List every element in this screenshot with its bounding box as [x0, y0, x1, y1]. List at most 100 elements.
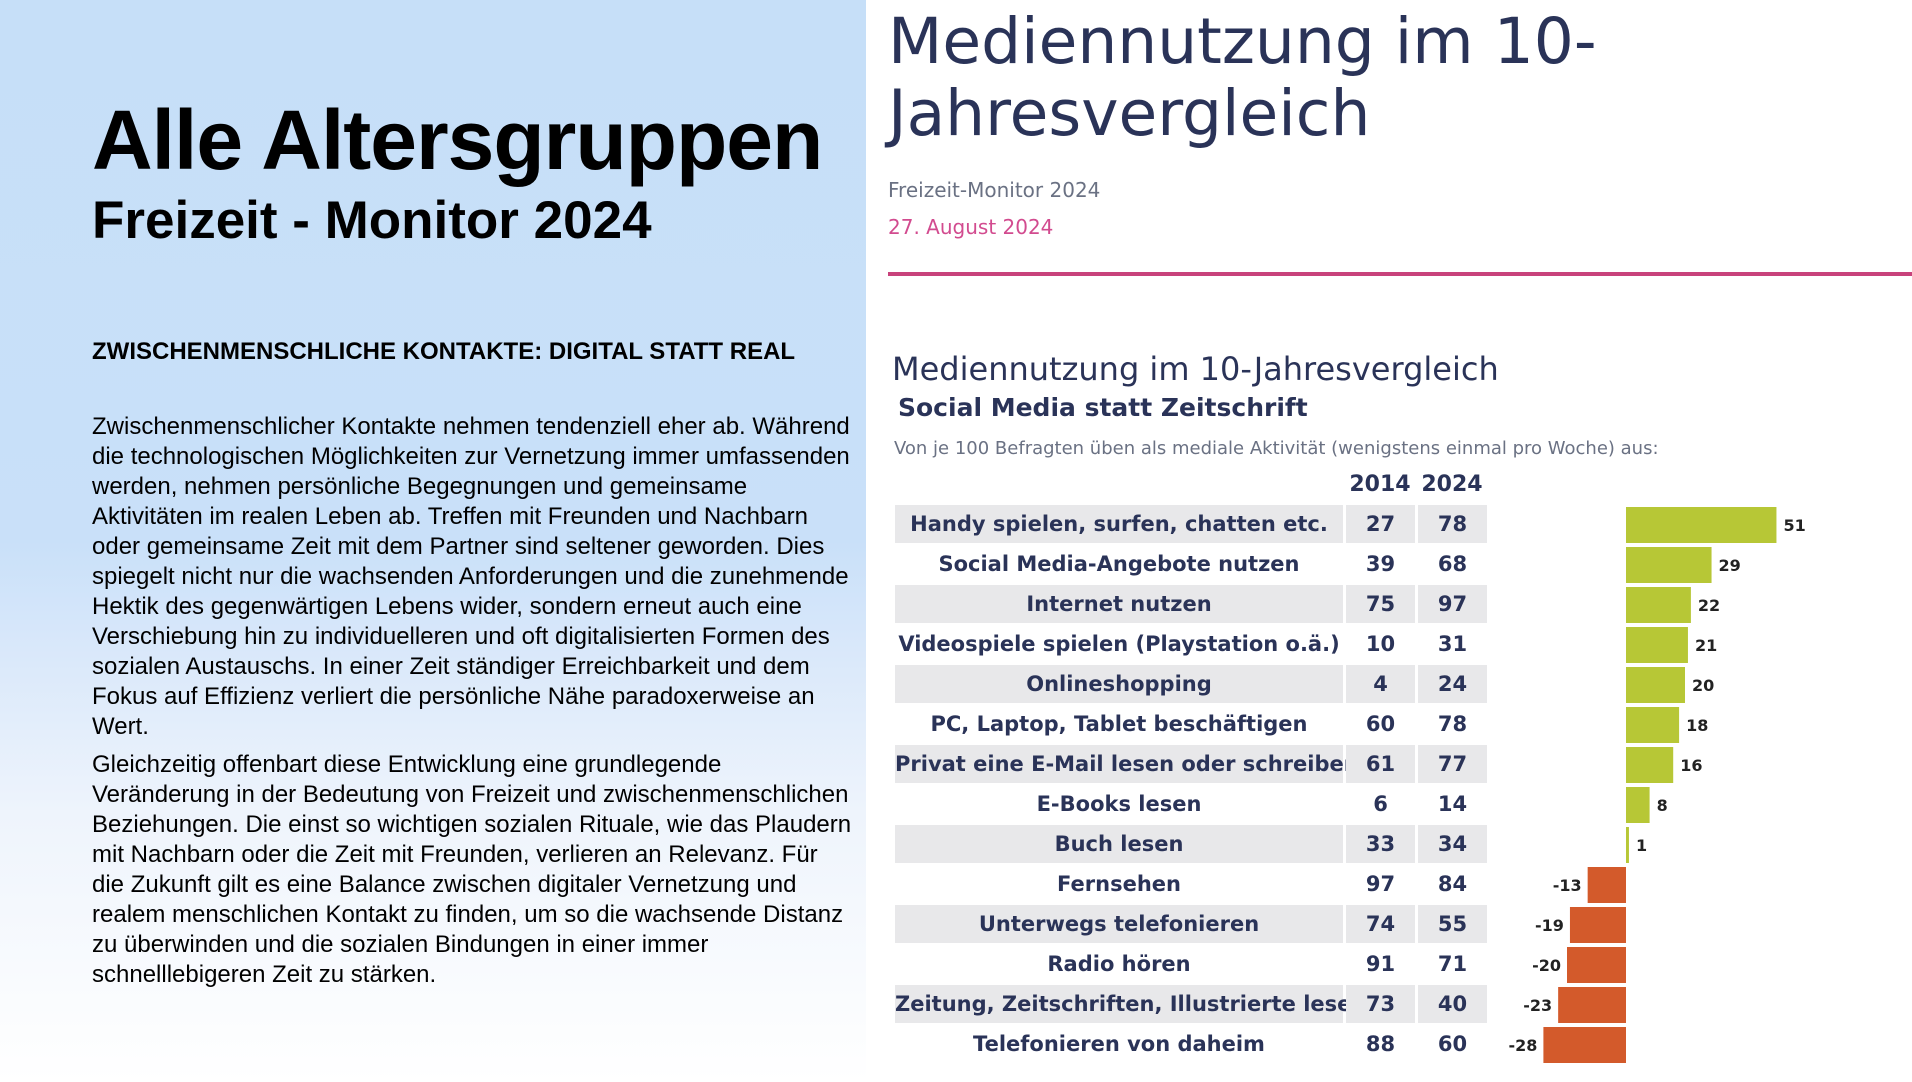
row-label: Zeitung, Zeitschriften, Illustrierte les… [895, 985, 1366, 1023]
table-row: E-Books lesen 6 14 [895, 785, 1487, 823]
change-bar-chart: 51 29 22 21 20 18 16 8 1 -13 -19 -20 -23 -28 [1508, 507, 1806, 1063]
value-2024: 24 [1418, 665, 1487, 703]
table-row: Handy spielen, surfen, chatten etc. 27 78 [895, 505, 1487, 543]
date-label: 27. August 2024 [888, 215, 1054, 239]
value-2024: 84 [1437, 872, 1468, 896]
change-bar [1626, 507, 1777, 543]
value-2024: 60 [1437, 1032, 1468, 1056]
change-bar [1626, 747, 1674, 783]
change-label: 18 [1686, 716, 1708, 735]
value-2024: 68 [1437, 552, 1468, 576]
value-2014: 39 [1365, 552, 1396, 576]
value-2024: 34 [1418, 825, 1487, 863]
table-row: Onlineshopping 4 24 [895, 665, 1487, 703]
change-bar [1587, 867, 1626, 903]
table-row: Zeitung, Zeitschriften, Illustrierte les… [895, 985, 1487, 1023]
row-label: Videospiele spielen (Playstation o.ä.) [898, 632, 1340, 656]
data-table: Handy spielen, surfen, chatten etc. 27 78 S… [895, 505, 1487, 1065]
row-label: Onlineshopping [895, 665, 1343, 703]
row-label: Fernsehen [1057, 872, 1181, 896]
table-row: Videospiele spielen (Playstation o.ä.) 10… [895, 625, 1487, 663]
left-panel: Alle Altersgruppen Freizeit - Monitor 20… [0, 0, 866, 1082]
table-row: Radio hören 91 71 [895, 945, 1487, 983]
change-bar [1569, 907, 1626, 943]
change-bar [1558, 987, 1626, 1023]
value-2014: 6 [1373, 792, 1388, 816]
column-header-2024: 2024 [1421, 472, 1483, 497]
change-label: 21 [1695, 636, 1717, 655]
chart-note: Von je 100 Befragten üben als mediale Ak… [894, 438, 1659, 459]
change-label: -19 [1535, 916, 1564, 935]
value-2024: 40 [1418, 985, 1487, 1023]
value-2014: 60 [1365, 712, 1396, 736]
table-row: Social Media-Angebote nutzen 39 68 [895, 545, 1487, 583]
change-label: -20 [1532, 956, 1561, 975]
change-bar [1626, 587, 1691, 623]
change-label: 20 [1692, 676, 1714, 695]
chart-title: Mediennutzung im 10-Jahresvergleich [892, 350, 1499, 388]
divider-rule [888, 272, 1912, 276]
table-row: PC, Laptop, Tablet beschäftigen 60 78 [895, 705, 1487, 743]
row-label: PC, Laptop, Tablet beschäftigen [930, 712, 1308, 736]
change-label: 51 [1783, 516, 1805, 535]
value-2024: 71 [1437, 952, 1468, 976]
row-label: Telefonieren von daheim [973, 1032, 1265, 1056]
row-label: Privat eine E-Mail lesen oder schreiben [895, 745, 1359, 783]
value-2024: 78 [1418, 505, 1487, 543]
value-2024: 77 [1418, 745, 1487, 783]
value-2024: 97 [1418, 585, 1487, 623]
change-label: 8 [1657, 796, 1668, 815]
row-label: Buch lesen [895, 825, 1343, 863]
change-label: -23 [1523, 996, 1552, 1015]
column-header-2014: 2014 [1349, 472, 1411, 497]
value-2024: 55 [1418, 905, 1487, 943]
body-paragraph-1: Zwischenmenschlicher Kontakte nehmen ten… [92, 413, 850, 740]
value-2024: 14 [1437, 792, 1468, 816]
row-label: E-Books lesen [1036, 792, 1202, 816]
change-bar [1626, 707, 1680, 743]
change-label: -28 [1508, 1036, 1537, 1055]
change-bar [1626, 827, 1629, 863]
value-2014: 27 [1346, 505, 1415, 543]
change-bar [1626, 667, 1685, 703]
change-label: 22 [1698, 596, 1720, 615]
value-2014: 10 [1365, 632, 1396, 656]
value-2024: 31 [1437, 632, 1468, 656]
table-row: Buch lesen 33 34 [895, 825, 1487, 863]
value-2014: 91 [1365, 952, 1396, 976]
row-label: Handy spielen, surfen, chatten etc. [895, 505, 1343, 543]
change-label: 16 [1680, 756, 1702, 775]
table-row: Internet nutzen 75 97 [895, 585, 1487, 623]
value-2014: 4 [1346, 665, 1415, 703]
change-bar [1626, 547, 1712, 583]
change-bar [1626, 627, 1688, 663]
source-label: Freizeit-Monitor 2024 [888, 178, 1101, 202]
value-2014: 75 [1346, 585, 1415, 623]
table-row: Fernsehen 97 84 [895, 865, 1487, 903]
table-row: Privat eine E-Mail lesen oder schreiben 6… [895, 745, 1487, 783]
page-title: Alle Altersgruppen [92, 93, 823, 187]
page-subtitle: Freizeit - Monitor 2024 [92, 191, 652, 250]
change-label: 1 [1636, 836, 1647, 855]
change-bar [1567, 947, 1626, 983]
row-label: Social Media-Angebote nutzen [938, 552, 1300, 576]
change-bar [1626, 787, 1650, 823]
body-paragraph-2: Gleichzeitig offenbart diese Entwicklung… [92, 751, 852, 988]
value-2014: 97 [1365, 872, 1396, 896]
row-label: Radio hören [1047, 952, 1191, 976]
slide-title: Mediennutzung im 10-Jahresvergleich [888, 5, 1597, 150]
value-2014: 73 [1346, 985, 1415, 1023]
change-label: 29 [1719, 556, 1741, 575]
change-label: -13 [1553, 876, 1582, 895]
row-label: Internet nutzen [895, 585, 1343, 623]
chart-subtitle: Social Media statt Zeitschrift [898, 393, 1308, 422]
table-row: Telefonieren von daheim 88 60 [895, 1025, 1487, 1063]
right-panel: Mediennutzung im 10-Jahresvergleich Frei… [866, 0, 1912, 1082]
value-2014: 88 [1365, 1032, 1396, 1056]
value-2024: 78 [1437, 712, 1468, 736]
row-label: Unterwegs telefonieren [895, 905, 1343, 943]
table-row: Unterwegs telefonieren 74 55 [895, 905, 1487, 943]
change-bar [1543, 1027, 1626, 1063]
section-heading: ZWISCHENMENSCHLICHE KONTAKTE: DIGITAL ST… [92, 338, 796, 365]
value-2014: 74 [1346, 905, 1415, 943]
